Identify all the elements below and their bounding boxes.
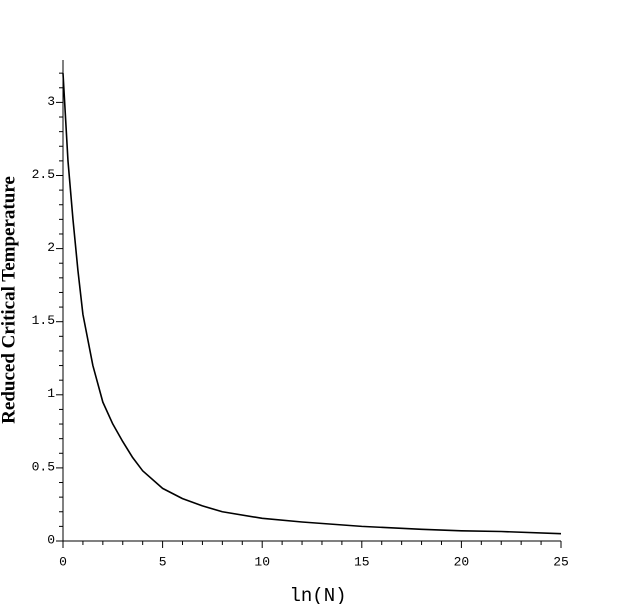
x-tick-label: 10 (254, 554, 270, 569)
y-tick-label: 3 (47, 94, 55, 109)
x-tick-label: 0 (59, 554, 67, 569)
x-axis-label: ln(N) (289, 585, 346, 604)
y-tick-label: 1 (47, 386, 55, 401)
x-tick-label: 5 (159, 554, 167, 569)
y-tick-label: 0.5 (32, 459, 55, 474)
y-tick-label: 2 (47, 240, 55, 255)
y-tick-label: 1.5 (32, 313, 55, 328)
y-axis-label: Reduced Critical Temperature (0, 176, 19, 424)
y-tick-label: 0 (47, 532, 55, 547)
data-line (62, 73, 562, 535)
y-tick-label: 2.5 (32, 167, 55, 182)
x-tick-label: 20 (454, 554, 470, 569)
x-tick-label: 15 (354, 554, 370, 569)
x-tick-label: 25 (553, 554, 569, 569)
